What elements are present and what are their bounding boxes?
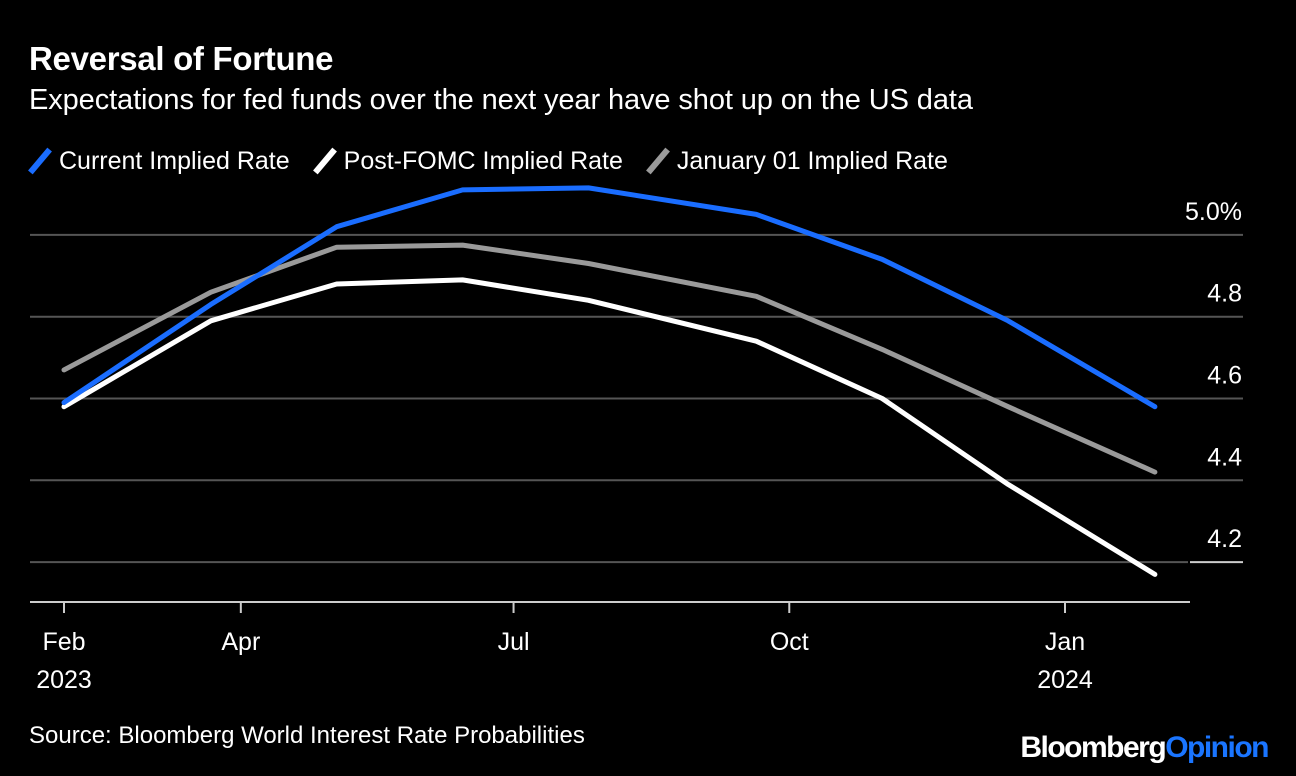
series-line-post-fomc	[61, 277, 1158, 577]
y-tick-label: 4.2	[1207, 525, 1242, 553]
legend-label-current: Current Implied Rate	[59, 146, 290, 175]
y-tick-label: 4.4	[1207, 443, 1242, 471]
x-tick-label: Feb	[42, 628, 85, 656]
x-tick-sublabel: 2023	[36, 666, 92, 694]
legend-label-post-fomc: Post-FOMC Implied Rate	[343, 146, 623, 175]
series-line-january	[61, 242, 1158, 475]
x-tick-sublabel: 2024	[1037, 666, 1093, 694]
legend-item-current: Current Implied Rate	[28, 146, 290, 176]
x-tick-label: Jan	[1045, 628, 1085, 656]
x-tick-label: Apr	[221, 628, 260, 656]
y-tick-label: 5.0%	[1185, 198, 1242, 226]
brand-bloomberg: Bloomberg	[1020, 731, 1166, 764]
x-tick-label: Jul	[498, 628, 530, 656]
legend: Current Implied Rate Post-FOMC Implied R…	[28, 146, 972, 176]
bloomberg-opinion-logo: BloombergOpinion	[1020, 731, 1269, 765]
legend-item-january: January 01 Implied Rate	[645, 146, 948, 176]
y-tick-label: 4.6	[1207, 362, 1242, 390]
y-tick-label: 4.8	[1207, 280, 1242, 308]
series-line-current	[61, 185, 1158, 410]
source-note: Source: Bloomberg World Interest Rate Pr…	[29, 722, 585, 749]
x-tick-label: Oct	[770, 628, 809, 656]
legend-label-january: January 01 Implied Rate	[676, 146, 948, 175]
brand-opinion: Opinion	[1165, 731, 1269, 764]
legend-item-post-fomc: Post-FOMC Implied Rate	[312, 146, 623, 176]
chart-title: Reversal of Fortune	[29, 40, 334, 77]
chart-subtitle: Expectations for fed funds over the next…	[29, 84, 973, 116]
